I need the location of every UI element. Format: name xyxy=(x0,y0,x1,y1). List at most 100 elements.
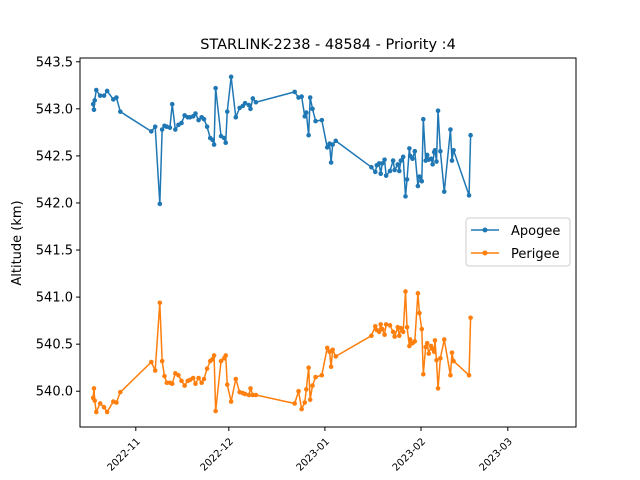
perigee-point xyxy=(228,399,234,404)
apogee-point xyxy=(159,127,165,132)
legend-perigee-label: Perigee xyxy=(511,247,560,262)
apogee-point xyxy=(395,162,401,167)
apogee-point xyxy=(319,117,325,123)
apogee-point xyxy=(448,127,453,132)
perigee-point xyxy=(193,381,198,387)
perigee-point xyxy=(176,372,181,378)
perigee-point xyxy=(407,343,412,349)
perigee-point xyxy=(210,356,215,362)
perigee-point xyxy=(441,337,447,342)
legend-apogee-label: Apogee xyxy=(511,224,560,239)
apogee-point xyxy=(196,117,201,123)
apogee-point xyxy=(383,173,389,178)
series-layer xyxy=(90,74,473,415)
apogee-point xyxy=(415,183,421,189)
apogee-point xyxy=(430,162,435,167)
perigee-point xyxy=(426,351,432,356)
apogee-point xyxy=(167,125,173,130)
perigee-point xyxy=(179,378,184,384)
apogee-point xyxy=(149,129,154,134)
y-axis-ticks: 540.0 540.5 541.0 541.5 542.0 542.5 543.0 543.5 xyxy=(36,55,80,400)
apogee-point xyxy=(397,168,402,174)
apogee-point xyxy=(451,147,456,153)
series-perigee xyxy=(90,289,473,415)
perigee-point xyxy=(91,386,97,391)
perigee-point xyxy=(387,323,393,328)
perigee-point xyxy=(417,310,422,316)
perigee-point xyxy=(190,375,196,381)
apogee-point xyxy=(369,164,374,170)
apogee-point xyxy=(410,156,415,162)
perigee-point xyxy=(182,383,187,388)
apogee-point xyxy=(114,95,119,100)
perigee-point xyxy=(157,300,163,306)
apogee-point xyxy=(213,85,218,91)
perigee-point xyxy=(397,333,402,338)
apogee-point xyxy=(404,177,410,182)
y-tick-label: 542.5 xyxy=(36,149,73,164)
apogee-point xyxy=(330,142,335,147)
apogee-point xyxy=(97,93,103,98)
apogee-point xyxy=(424,152,430,158)
perigee-point xyxy=(201,376,207,382)
chart-title: STARLINK-2238 - 48584 - Priority :4 xyxy=(200,37,456,53)
perigee-point xyxy=(382,332,387,338)
apogee-point xyxy=(152,124,158,130)
apogee-point xyxy=(400,154,406,160)
perigee-point xyxy=(152,368,158,373)
apogee-point xyxy=(179,120,184,126)
perigee-point xyxy=(304,387,309,392)
apogee-point xyxy=(382,157,387,162)
perigee-point xyxy=(306,365,311,371)
apogee-point xyxy=(313,118,318,124)
apogee-point xyxy=(466,193,472,198)
apogee-point xyxy=(310,106,315,112)
perigee-point xyxy=(211,353,217,358)
apogee-point xyxy=(211,142,217,147)
perigee-point xyxy=(392,334,397,339)
perigee-point xyxy=(330,347,335,353)
perigee-point xyxy=(398,325,404,331)
legend: Apogee Perigee xyxy=(465,217,571,267)
apogee-point xyxy=(193,111,198,116)
y-tick-label: 541.5 xyxy=(36,244,73,259)
perigee-point xyxy=(196,375,201,381)
perigee-point xyxy=(400,329,406,335)
apogee-point xyxy=(307,95,313,100)
perigee-point xyxy=(324,345,330,351)
perigee-point xyxy=(415,291,421,296)
perigee-point xyxy=(448,372,453,378)
y-tick-label: 543.5 xyxy=(36,55,73,70)
apogee-point xyxy=(93,87,99,93)
perigee-point xyxy=(451,358,456,364)
perigee-point xyxy=(302,400,308,405)
perigee-point xyxy=(204,366,210,371)
perigee-point xyxy=(299,406,304,412)
perigee-point xyxy=(421,371,426,377)
perigee-point xyxy=(162,373,167,379)
apogee-point xyxy=(407,146,412,151)
y-tick-label: 540.0 xyxy=(36,385,73,400)
plot-frame xyxy=(79,57,577,428)
apogee-point xyxy=(201,116,207,122)
perigee-point xyxy=(169,381,175,387)
perigee-point xyxy=(199,380,204,386)
perigee-point xyxy=(424,340,430,346)
apogee-point xyxy=(403,194,408,199)
perigee-point xyxy=(307,397,313,403)
perigee-point xyxy=(253,392,259,398)
apogee-point xyxy=(412,148,418,154)
perigee-point xyxy=(435,386,441,391)
apogee-point xyxy=(253,99,259,105)
apogee-point xyxy=(419,179,425,184)
perigee-point xyxy=(431,349,437,354)
apogee-point xyxy=(379,161,385,166)
perigee-point xyxy=(419,326,425,332)
apogee-point xyxy=(421,116,426,122)
perigee-point xyxy=(434,357,439,363)
perigee-point xyxy=(404,324,410,330)
apogee-point xyxy=(221,135,227,141)
apogee-point xyxy=(468,132,473,138)
perigee-point xyxy=(101,404,107,410)
